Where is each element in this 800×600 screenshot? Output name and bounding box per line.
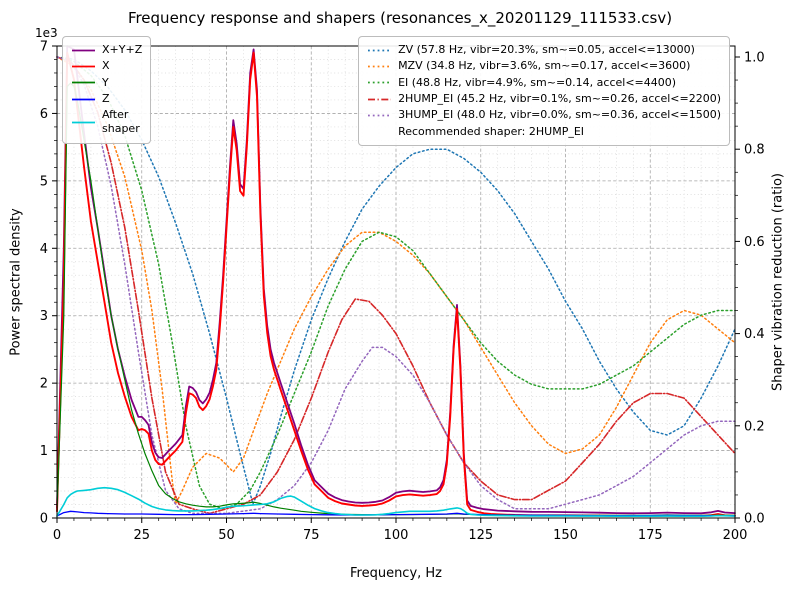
y-right-tick-label: 0.8 [744, 143, 765, 158]
y-right-tick-label: 0.0 [744, 512, 765, 527]
curve-2HUMP_EI [56, 56, 736, 515]
legend-label: 3HUMP_EI (48.0 Hz, vibr=0.0%, sm~=0.36, … [398, 108, 721, 122]
legend-item-ZV: ZV (57.8 Hz, vibr=20.3%, sm~=0.05, accel… [367, 43, 721, 57]
ticks [52, 45, 740, 523]
x-tick-label: 25 [133, 528, 150, 543]
y-right-tick-label: 0.4 [744, 327, 765, 342]
legend-item-After shaper: After shaper [71, 108, 142, 137]
legend-line-sample-Z [72, 98, 95, 100]
legend-line-sample-MZV [368, 65, 392, 68]
curve-3HUMP_EI [56, 56, 736, 515]
y-left-tick-label: 2 [40, 377, 48, 392]
legend-item-Z: Z [71, 92, 142, 106]
legend-item-Y: Y [71, 76, 142, 90]
legend-line-sample-2HUMP_EI [368, 98, 392, 100]
recommended-shaper-note: Recommended shaper: 2HUMP_EI [398, 125, 585, 139]
legend-item-3HUMP_EI: 3HUMP_EI (48.0 Hz, vibr=0.0%, sm~=0.36, … [367, 108, 721, 122]
y-axis-offset-label: 1e3 [35, 26, 58, 40]
x-tick-label: 200 [723, 528, 748, 543]
y-right-tick-label: 1.0 [744, 51, 765, 66]
legend-label: ZV (57.8 Hz, vibr=20.3%, sm~=0.05, accel… [398, 43, 695, 56]
x-tick-label: 75 [303, 528, 320, 543]
legend-label: EI (48.8 Hz, vibr=4.9%, sm~=0.14, accel<… [398, 75, 677, 89]
legend-label: Z [102, 91, 110, 105]
curve-MZV [56, 56, 736, 505]
legend-item-MZV: MZV (34.8 Hz, vibr=3.6%, sm~=0.17, accel… [367, 59, 721, 73]
legend-item-X+Y+Z: X+Y+Z [71, 43, 142, 57]
legend-label: 2HUMP_EI (45.2 Hz, vibr=0.1%, sm~=0.26, … [398, 91, 721, 105]
y-left-tick-label: 0 [40, 512, 48, 527]
y-left-tick-label: 6 [40, 107, 48, 122]
y-right-tick-label: 0.2 [744, 419, 765, 434]
y-left-tick-label: 1 [40, 444, 48, 459]
legend-line-sample-X+Y+Z [72, 49, 95, 52]
legend-line-sample-X [72, 65, 95, 68]
legend-line-sample-3HUMP_EI [368, 114, 392, 117]
legend-label: Y [102, 75, 109, 89]
y-left-tick-label: 5 [40, 174, 48, 189]
tick-labels: 0 25 50 75 100 125 150 175 200 0 1 2 3 4 5 6 7 0.0 0.2 0.4 0… [40, 40, 765, 544]
y-left-tick-label: 3 [40, 309, 48, 324]
x-tick-label: 175 [638, 528, 663, 543]
curves [56, 45, 736, 518]
legend-shapers: ZV (57.8 Hz, vibr=20.3%, sm~=0.05, accel… [358, 36, 730, 146]
chart-title: Frequency response and shapers (resonanc… [127, 9, 673, 27]
curve-Y [56, 82, 736, 517]
curve-After shaper [56, 486, 736, 518]
x-tick-label: 0 [53, 528, 61, 543]
legend-item-2HUMP_EI: 2HUMP_EI (45.2 Hz, vibr=0.1%, sm~=0.26, … [367, 92, 721, 106]
legend-label: After shaper [102, 108, 140, 136]
curve-EI [56, 56, 736, 510]
y-left-tick-label: 4 [40, 242, 48, 257]
y-left-tick-label: 7 [40, 40, 48, 55]
curve-X [56, 51, 736, 517]
legend-line-sample-EI [368, 81, 392, 84]
legend-label: X+Y+Z [102, 43, 143, 56]
x-tick-label: 150 [553, 528, 578, 543]
x-tick-label: 100 [384, 528, 409, 543]
y-right-tick-label: 0.6 [744, 235, 765, 250]
curve-X+Y+Z [56, 45, 736, 515]
legend-label: MZV (34.8 Hz, vibr=3.6%, sm~=0.17, accel… [398, 59, 691, 73]
legend-line-sample-After shaper [72, 121, 95, 124]
x-axis-label: Frequency, Hz [349, 566, 443, 581]
curve-ZV [56, 56, 736, 505]
legend-line-sample-ZV [368, 49, 392, 52]
legend-line-sample-Y [72, 81, 95, 84]
x-tick-label: 50 [218, 528, 235, 543]
legend-item-EI: EI (48.8 Hz, vibr=4.9%, sm~=0.14, accel<… [367, 76, 721, 90]
legend-item-X: X [71, 59, 142, 73]
legend-label: X [102, 59, 110, 73]
legend-psd: X+Y+Z X Y Z After shaper [62, 36, 152, 144]
x-tick-label: 125 [468, 528, 493, 543]
